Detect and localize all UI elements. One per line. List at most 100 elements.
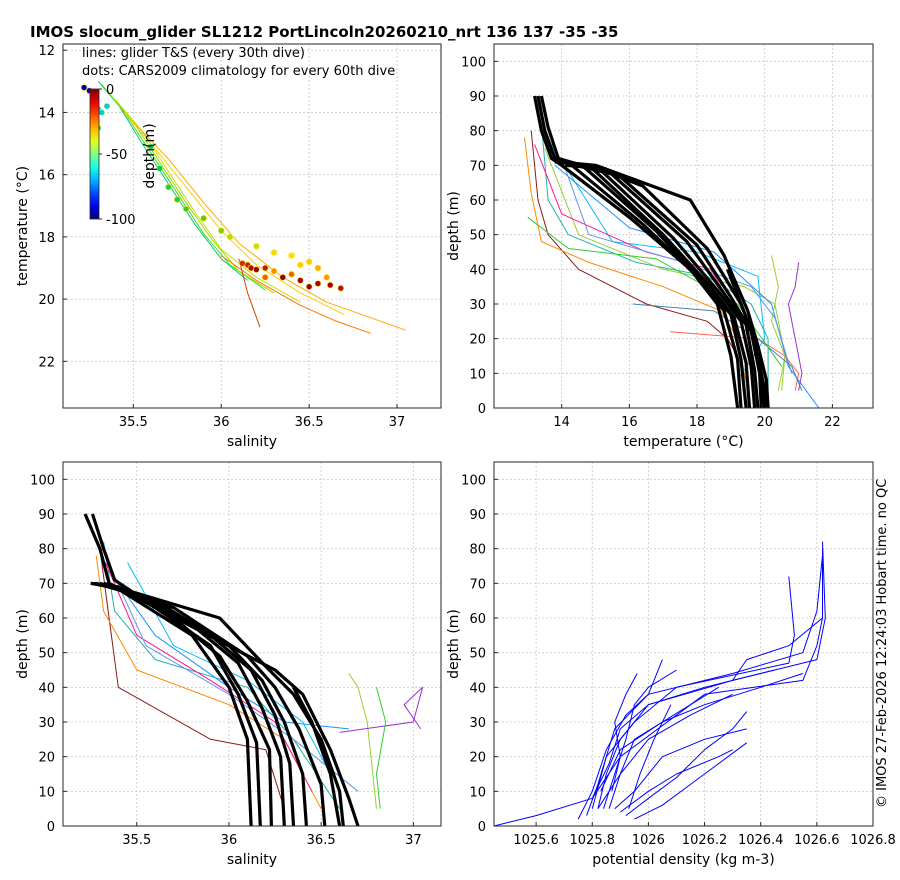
y-tick-label: 50 — [469, 647, 486, 662]
series-line — [114, 576, 359, 792]
x-tick-label: 16 — [621, 415, 638, 430]
climatology-point — [103, 102, 111, 110]
x-axis-label: temperature (°C) — [623, 434, 743, 450]
series-line — [611, 673, 638, 792]
series-line — [591, 669, 775, 799]
y-tick-label: 70 — [38, 577, 55, 592]
climatology-point — [270, 267, 278, 275]
series-line — [787, 262, 803, 391]
x-tick-label: 14 — [553, 415, 570, 430]
y-axis-label: depth (m) — [446, 191, 462, 261]
y-tick-label: 10 — [38, 785, 55, 800]
climatology-point — [239, 260, 246, 267]
climatology-line — [103, 581, 345, 826]
climatology-point — [165, 183, 172, 191]
series-line — [597, 541, 826, 809]
y-tick-label: 40 — [38, 681, 55, 696]
y-tick-label: 100 — [30, 473, 55, 488]
y-tick-label: 30 — [38, 716, 55, 731]
climatology-point — [288, 252, 295, 259]
y-tick-label: 60 — [38, 612, 55, 627]
series-line — [620, 749, 733, 813]
series-line — [554, 164, 820, 408]
y-tick-label: 50 — [38, 647, 55, 662]
plot-layer — [80, 80, 406, 334]
y-tick-label: 22 — [38, 355, 55, 370]
y-tick-label: 80 — [469, 543, 486, 558]
y-tick-label: 12 — [38, 44, 55, 59]
climatology-point — [305, 258, 313, 266]
climatology-point — [147, 143, 155, 150]
y-tick-label: 16 — [38, 169, 55, 184]
y-tick-label: 20 — [38, 293, 55, 308]
series-line — [732, 562, 823, 681]
density-depth-panel: 1025.6 1025.8 1026 1026.2 1026.4 1026.6 1026.8… — [446, 461, 896, 868]
axes-frame — [62, 461, 442, 827]
x-tick-label: 1026 — [632, 833, 665, 848]
climatology-point — [305, 283, 313, 290]
x-tick-label: 1026.4 — [738, 833, 784, 848]
x-tick-label: 36 — [213, 415, 230, 430]
climatology-point — [261, 264, 269, 272]
x-tick-label: 35.5 — [119, 415, 148, 430]
y-tick-label: 0 — [478, 402, 486, 417]
climatology-point — [217, 227, 225, 234]
climatology-point — [297, 277, 304, 284]
climatology-point — [314, 264, 322, 272]
y-tick-label: 30 — [469, 298, 486, 313]
y-tick-label: 70 — [469, 577, 486, 592]
salinity-depth-panel: 35.5 36 36.5 37 0 10 20 30 40 50 60 70 80 90 100 salini… — [15, 461, 442, 868]
y-tick-label: 100 — [461, 473, 486, 488]
climatology-point — [261, 274, 269, 281]
x-axis-label: potential density (kg m-3) — [592, 852, 774, 868]
plot-area — [63, 44, 441, 408]
temperature-depth-panel: 14 16 18 20 22 0 10 20 30 40 50 60 70 80 90 100 temperat… — [446, 43, 874, 450]
series-line — [625, 711, 748, 816]
legend-note: dots: CARS2009 climatology for every 60t… — [82, 64, 395, 79]
x-tick-label: 1026.2 — [682, 833, 728, 848]
y-axis-label: depth (m) — [15, 609, 31, 679]
series-line — [104, 562, 313, 792]
series-line — [603, 669, 677, 809]
x-tick-label: 36.5 — [307, 833, 336, 848]
plot-layer — [524, 95, 820, 408]
series-line — [591, 576, 795, 809]
series-line — [238, 258, 261, 328]
x-tick-label: 36 — [221, 833, 238, 848]
climatology-point — [253, 266, 260, 273]
series-line — [132, 121, 406, 331]
plot-layer — [494, 541, 826, 826]
series-line — [634, 742, 747, 820]
y-tick-label: 90 — [38, 508, 55, 523]
climatology-line — [594, 163, 770, 408]
colorbar — [89, 88, 100, 220]
colorbar-tick-label: 0 — [106, 83, 114, 98]
plot-area — [494, 462, 873, 826]
y-tick-label: 0 — [478, 820, 486, 835]
climatology-point — [288, 270, 295, 278]
climatology-point — [200, 214, 207, 222]
figure-title: IMOS slocum_glider SL1212 PortLincoln202… — [30, 23, 618, 41]
y-tick-label: 18 — [38, 231, 55, 246]
x-tick-label: 36.5 — [295, 415, 324, 430]
y-tick-label: 60 — [469, 194, 486, 209]
climatology-line — [536, 95, 743, 408]
x-tick-label: 1025.8 — [570, 833, 616, 848]
y-tick-label: 14 — [38, 106, 55, 121]
x-tick-label: 1026.6 — [794, 833, 840, 848]
series-line — [103, 541, 341, 809]
y-tick-label: 100 — [461, 55, 486, 70]
x-axis-label: salinity — [227, 852, 277, 868]
climatology-line — [99, 581, 327, 826]
climatology-line — [533, 95, 740, 408]
colorbar-label: depth(m) — [142, 123, 158, 188]
climatology-point — [279, 274, 287, 281]
legend-note: lines: glider T&S (every 30th dive) — [82, 46, 305, 61]
y-tick-label: 20 — [469, 751, 486, 766]
y-tick-label: 80 — [38, 543, 55, 558]
y-tick-label: 0 — [47, 820, 55, 835]
climatology-point — [182, 205, 190, 213]
y-tick-label: 80 — [469, 125, 486, 140]
series-line — [632, 303, 803, 391]
